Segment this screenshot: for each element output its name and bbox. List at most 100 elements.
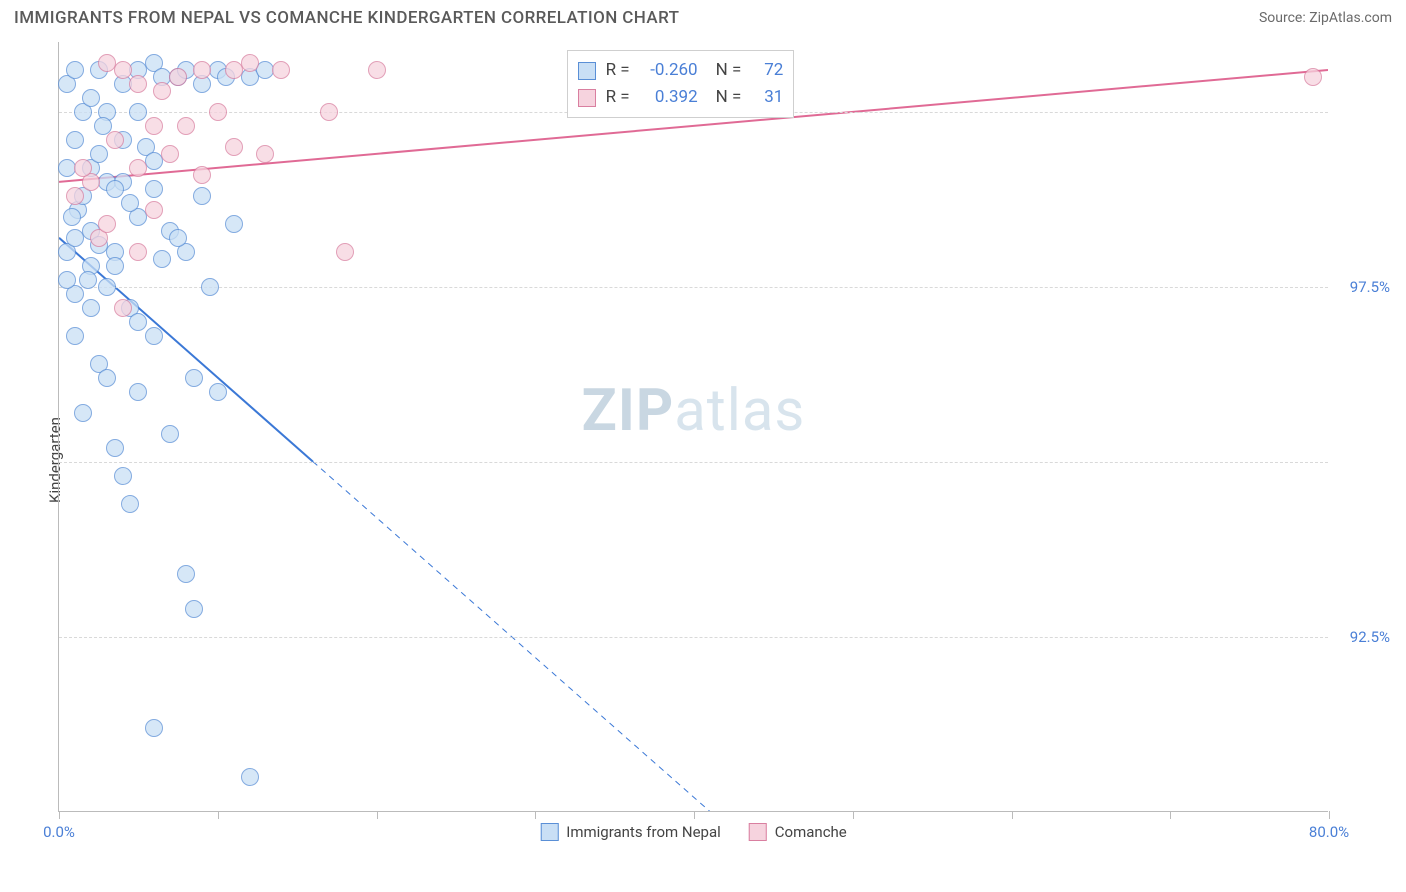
scatter-point-nepal bbox=[121, 194, 139, 212]
legend-item-nepal: Immigrants from Nepal bbox=[540, 823, 721, 841]
gridline bbox=[59, 637, 1328, 638]
scatter-point-nepal bbox=[98, 278, 116, 296]
watermark-bold: ZIP bbox=[582, 377, 675, 445]
xtick bbox=[694, 811, 695, 819]
xtick bbox=[1012, 811, 1013, 819]
ytick-label: 97.5% bbox=[1332, 278, 1390, 296]
scatter-point-nepal bbox=[161, 425, 179, 443]
series-legend: Immigrants from Nepal Comanche bbox=[540, 823, 847, 841]
stats-swatch bbox=[578, 62, 596, 80]
scatter-point-nepal bbox=[201, 278, 219, 296]
scatter-point-comanche bbox=[225, 138, 243, 156]
scatter-point-nepal bbox=[145, 327, 163, 345]
r-label: R = bbox=[606, 84, 630, 111]
xtick bbox=[853, 811, 854, 819]
n-value: 31 bbox=[751, 84, 783, 111]
legend-swatch-comanche bbox=[749, 823, 767, 841]
scatter-point-nepal bbox=[193, 187, 211, 205]
scatter-point-comanche bbox=[114, 61, 132, 79]
scatter-point-nepal bbox=[66, 61, 84, 79]
r-value: -0.260 bbox=[640, 57, 698, 84]
legend-item-comanche: Comanche bbox=[749, 823, 847, 841]
legend-label-comanche: Comanche bbox=[775, 823, 847, 841]
scatter-point-nepal bbox=[185, 600, 203, 618]
scatter-point-comanche bbox=[66, 187, 84, 205]
trend-lines bbox=[59, 42, 1328, 811]
watermark: ZIPatlas bbox=[582, 377, 806, 445]
xtick bbox=[535, 811, 536, 819]
scatter-point-comanche bbox=[145, 117, 163, 135]
scatter-point-comanche bbox=[129, 243, 147, 261]
scatter-point-nepal bbox=[58, 271, 76, 289]
xtick bbox=[218, 811, 219, 819]
scatter-point-comanche bbox=[320, 103, 338, 121]
scatter-point-nepal bbox=[209, 383, 227, 401]
scatter-point-nepal bbox=[114, 467, 132, 485]
scatter-point-nepal bbox=[145, 180, 163, 198]
scatter-point-nepal bbox=[225, 215, 243, 233]
scatter-point-comanche bbox=[129, 159, 147, 177]
scatter-point-comanche bbox=[209, 103, 227, 121]
n-label: N = bbox=[716, 57, 742, 84]
scatter-point-nepal bbox=[145, 719, 163, 737]
scatter-point-nepal bbox=[153, 250, 171, 268]
scatter-point-nepal bbox=[129, 103, 147, 121]
scatter-point-comanche bbox=[129, 75, 147, 93]
scatter-point-nepal bbox=[121, 495, 139, 513]
scatter-point-nepal bbox=[82, 89, 100, 107]
scatter-point-comanche bbox=[106, 131, 124, 149]
stats-row: R = 0.392 N = 31 bbox=[578, 84, 784, 111]
legend-label-nepal: Immigrants from Nepal bbox=[566, 823, 721, 841]
scatter-point-nepal bbox=[98, 369, 116, 387]
scatter-point-comanche bbox=[193, 166, 211, 184]
scatter-point-comanche bbox=[161, 145, 179, 163]
xtick bbox=[59, 811, 60, 819]
scatter-point-nepal bbox=[177, 565, 195, 583]
scatter-point-comanche bbox=[153, 82, 171, 100]
xtick bbox=[1170, 811, 1171, 819]
xtick-label: 0.0% bbox=[43, 823, 75, 841]
scatter-point-comanche bbox=[336, 243, 354, 261]
gridline bbox=[59, 462, 1328, 463]
scatter-point-nepal bbox=[129, 383, 147, 401]
r-label: R = bbox=[606, 57, 630, 84]
scatter-point-nepal bbox=[82, 299, 100, 317]
scatter-point-nepal bbox=[106, 439, 124, 457]
scatter-point-nepal bbox=[79, 271, 97, 289]
source-attribution: Source: ZipAtlas.com bbox=[1259, 10, 1392, 26]
chart-title: IMMIGRANTS FROM NEPAL VS COMANCHE KINDER… bbox=[14, 8, 679, 28]
scatter-point-comanche bbox=[1304, 68, 1322, 86]
watermark-rest: atlas bbox=[674, 377, 805, 445]
scatter-point-nepal bbox=[106, 257, 124, 275]
chart-container: Kindergarten ZIPatlas Immigrants from Ne… bbox=[14, 42, 1392, 878]
scatter-point-comanche bbox=[368, 61, 386, 79]
scatter-point-nepal bbox=[66, 327, 84, 345]
scatter-point-comanche bbox=[74, 159, 92, 177]
scatter-point-comanche bbox=[272, 61, 290, 79]
n-label: N = bbox=[716, 84, 742, 111]
scatter-point-comanche bbox=[177, 117, 195, 135]
gridline bbox=[59, 287, 1328, 288]
plot-area: ZIPatlas Immigrants from Nepal Comanche … bbox=[58, 42, 1328, 812]
scatter-point-nepal bbox=[66, 131, 84, 149]
stats-row: R = -0.260 N = 72 bbox=[578, 57, 784, 84]
source-name: ZipAtlas.com bbox=[1309, 10, 1392, 26]
scatter-point-nepal bbox=[185, 369, 203, 387]
r-value: 0.392 bbox=[640, 84, 698, 111]
scatter-point-comanche bbox=[256, 145, 274, 163]
scatter-point-comanche bbox=[241, 54, 259, 72]
scatter-point-nepal bbox=[63, 208, 81, 226]
stats-legend: R = -0.260 N = 72 R = 0.392 N = 31 bbox=[567, 50, 795, 118]
xtick bbox=[1329, 811, 1330, 819]
legend-swatch-nepal bbox=[540, 823, 558, 841]
ytick-label: 92.5% bbox=[1332, 628, 1390, 646]
scatter-point-comanche bbox=[98, 215, 116, 233]
xtick-label: 80.0% bbox=[1309, 823, 1349, 841]
n-value: 72 bbox=[751, 57, 783, 84]
xtick bbox=[377, 811, 378, 819]
scatter-point-nepal bbox=[74, 404, 92, 422]
scatter-point-comanche bbox=[193, 61, 211, 79]
scatter-point-nepal bbox=[129, 313, 147, 331]
scatter-point-comanche bbox=[114, 299, 132, 317]
scatter-point-comanche bbox=[169, 68, 187, 86]
